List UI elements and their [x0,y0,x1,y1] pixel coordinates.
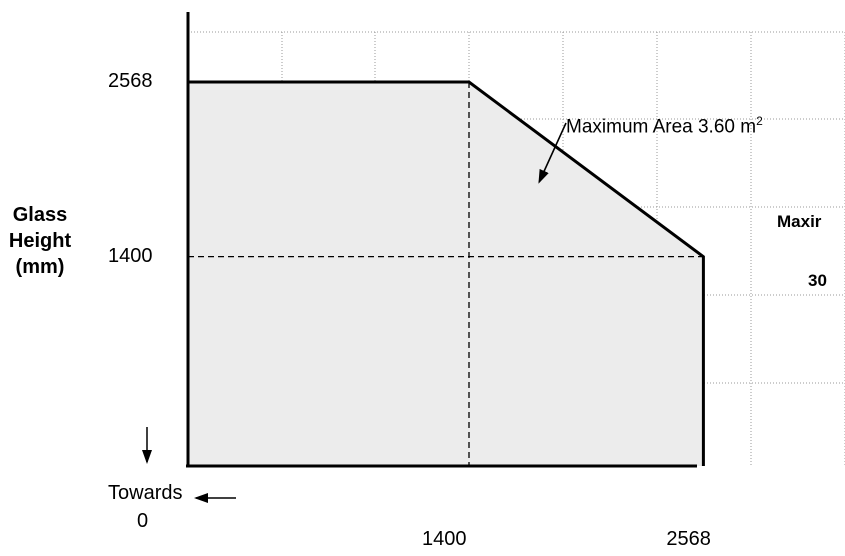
max-size-envelope-line [188,80,705,466]
origin-towards-label: Towards [108,482,183,504]
side-text-value: 30 [808,271,827,290]
max-size-area-fill [188,82,704,466]
x-tick-label: 1400 [422,528,467,550]
y-axis-title-line: (mm) [15,256,65,278]
max-area-annotation-text: Maximum Area 3.60 m [566,116,757,138]
y-axis-title-line: Glass [12,204,68,226]
max-area-annotation-superscript: 2 [756,114,763,128]
max-area-annotation: Maximum Area 3.60 m2 [566,114,763,138]
y-tick-label: 2568 [108,70,153,92]
y-axis-title-line: Height [8,230,72,252]
side-text-maximum: Maxir [777,212,822,231]
annotation-arrow [538,122,567,184]
y-tick-label: 1400 [108,244,153,267]
reference-lines [188,82,704,466]
y-axis-title: Glass Height (mm) [8,202,72,280]
origin-zero-label: 0 [137,510,149,532]
x-tick-label: 2568 [666,528,711,550]
